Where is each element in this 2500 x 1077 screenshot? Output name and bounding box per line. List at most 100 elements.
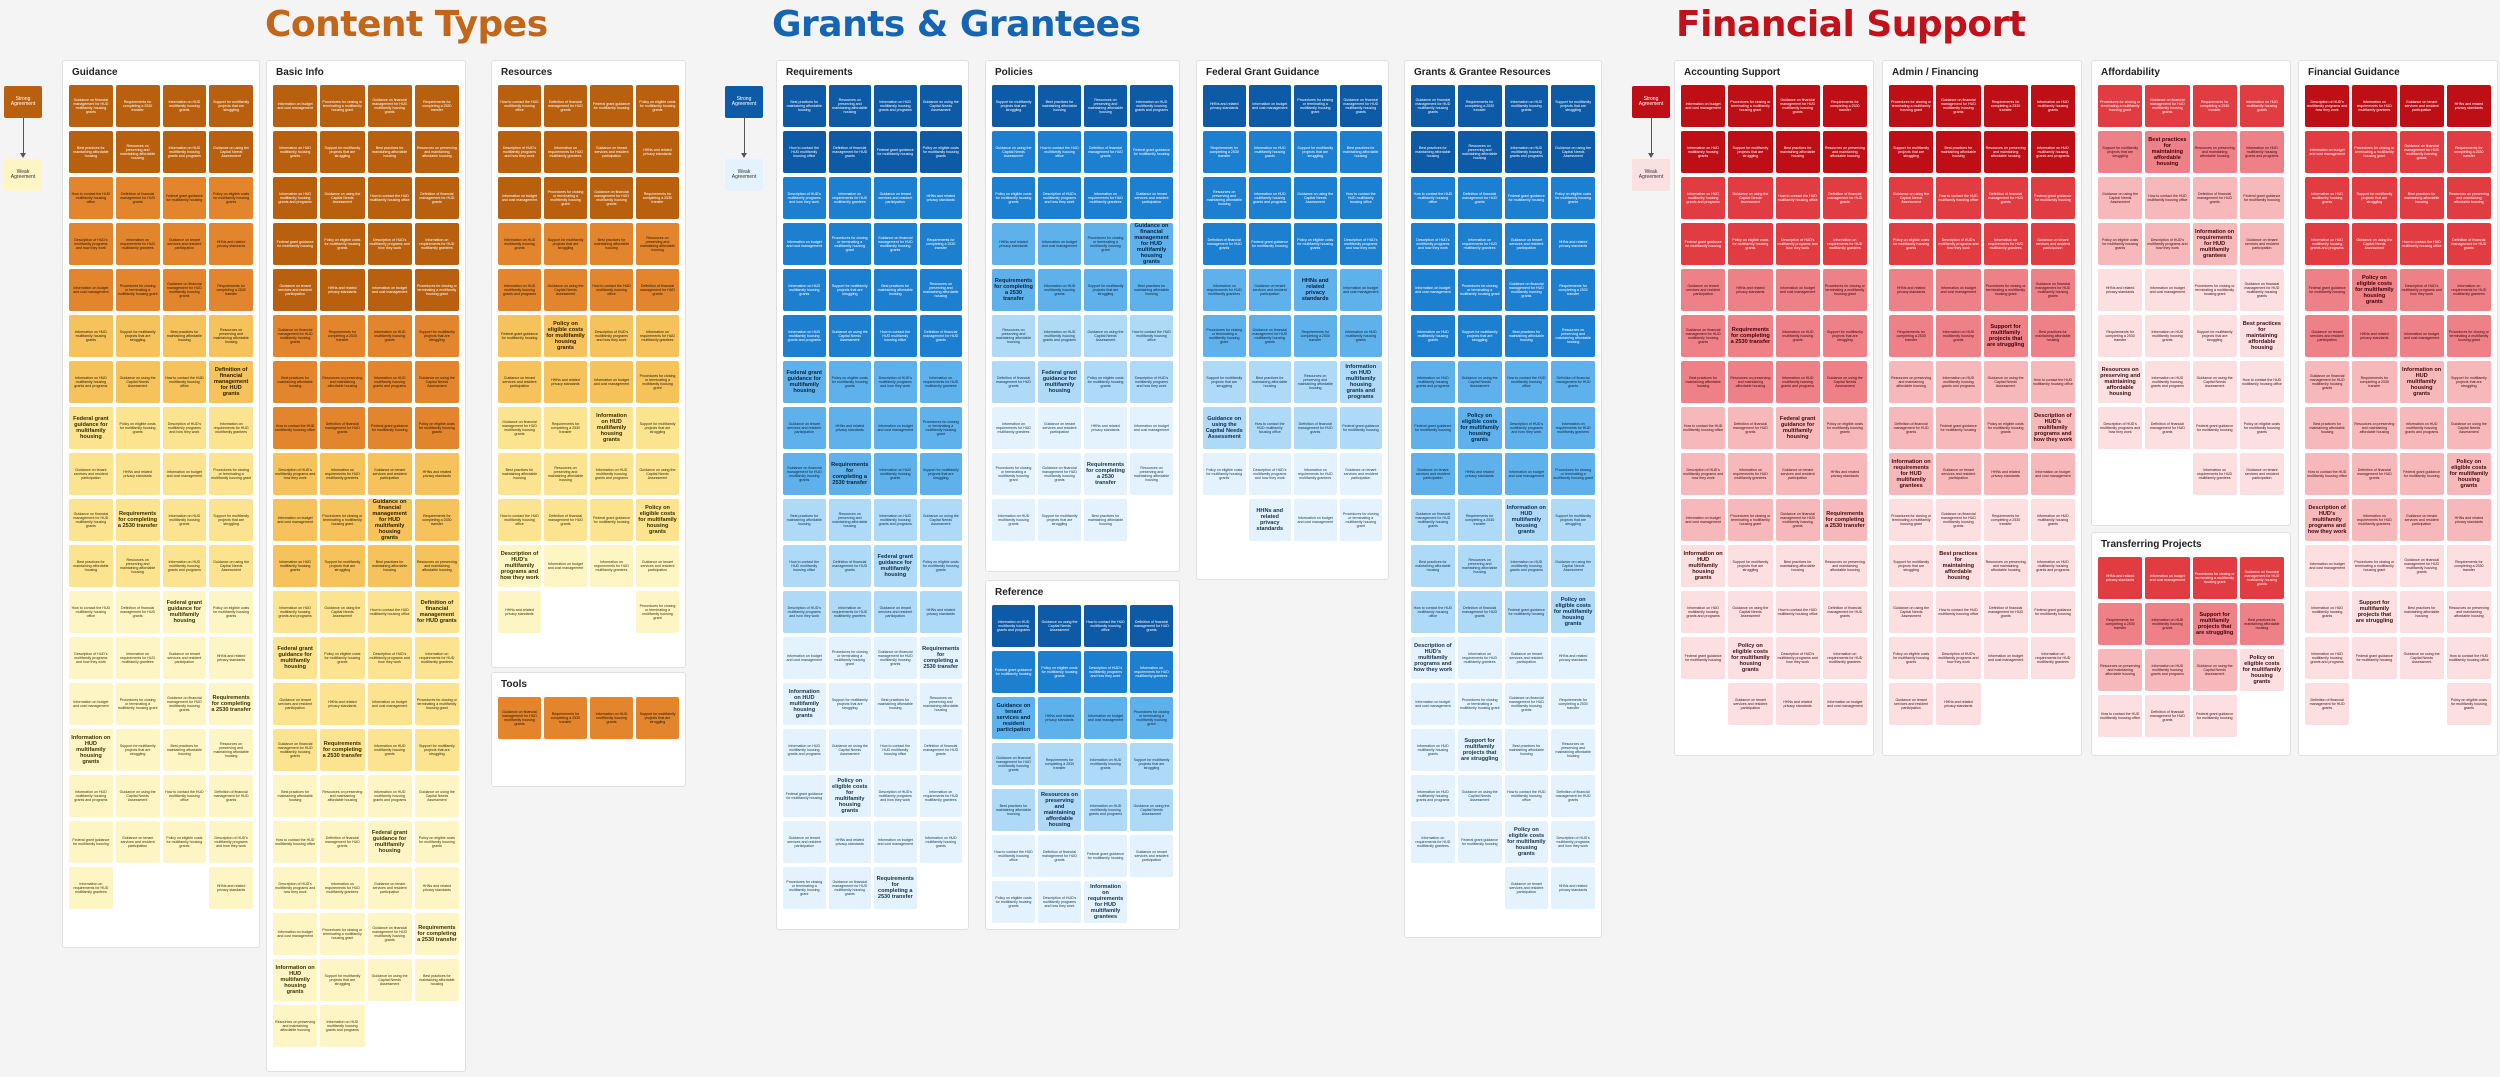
sticky-note: Guidance on tenant services and resident…	[1775, 453, 1820, 495]
sticky-note: Federal grant guidance for multifamily h…	[69, 407, 113, 449]
sticky-note: Guidance on using the Capital Needs Asse…	[919, 499, 962, 541]
sticky-note: HHNs and related privacy standards	[1457, 453, 1502, 495]
cluster-title: Financial Guidance	[2308, 67, 2400, 78]
sticky-note: Requirements for completing a 2530 trans…	[1983, 85, 2028, 127]
sticky-note: Federal grant guidance for multifamily h…	[992, 651, 1035, 693]
sticky-note: HHNs and related privacy standards	[919, 177, 962, 219]
cluster-title: Requirements	[786, 67, 853, 78]
sticky-note: Requirements for completing a 2530 trans…	[2098, 315, 2143, 357]
sticky-grid: HHNs and related privacy standards Requir…	[2098, 557, 2284, 737]
sticky-note: Guidance on using the Capital Needs Asse…	[1084, 315, 1127, 357]
sticky-note: Guidance on using the Capital Needs Asse…	[414, 361, 459, 403]
sticky-note: Information on HUD multifamily housing g…	[2239, 85, 2284, 127]
sticky-note: Guidance on financial management for HUD…	[367, 499, 412, 541]
sticky-note: Definition of financial management for H…	[992, 361, 1035, 403]
sticky-note: Information on HUD multifamily housing g…	[1681, 177, 1726, 219]
sticky-note: Federal grant guidance for multifamily h…	[1936, 407, 1981, 449]
sticky-note: Information on budget and cost managemen…	[273, 85, 318, 127]
sticky-note: Best practices for maintaining affordabl…	[1775, 131, 1820, 173]
sticky-note: HHNs and related privacy standards	[1294, 269, 1337, 311]
sticky-note: Federal grant guidance for multifamily h…	[1457, 821, 1502, 863]
sticky-note: Best practices for maintaining affordabl…	[162, 315, 207, 357]
sticky-note: Resources on preserving and maintaining …	[1983, 545, 2028, 587]
sticky-note: How to contact the HUD multifamily housi…	[2239, 361, 2284, 403]
sticky-note: Definition of financial management for H…	[1203, 223, 1246, 265]
sticky-note: Procedures for closing or terminating a …	[636, 361, 679, 403]
sticky-note: Policy on eligible costs for multifamily…	[2352, 269, 2397, 311]
sticky-note: Support for multifamily projects that ar…	[828, 269, 871, 311]
strong-agreement-sticky: Strong Agreement	[725, 86, 763, 118]
sticky-note: Support for multifamily projects that ar…	[1889, 131, 1934, 173]
sticky-note: Support for multifamily projects that ar…	[636, 697, 679, 739]
sticky-note: Support for multifamily projects that ar…	[828, 683, 871, 725]
sticky-note: Information on requirements for HUD mult…	[1983, 223, 2028, 265]
sticky-note: Procedures for closing or terminating a …	[1728, 499, 1773, 541]
sticky-grid: Information on budget and cost managemen…	[273, 85, 459, 1047]
sticky-note: Definition of financial management for H…	[636, 269, 679, 311]
sticky-note: Guidance on using the Capital Needs Asse…	[1294, 177, 1337, 219]
sticky-column: How to contact the HUD multifamily housi…	[498, 85, 541, 633]
sticky-note: Support for multifamily projects that ar…	[992, 85, 1035, 127]
sticky-note: Procedures for closing or terminating a …	[414, 269, 459, 311]
sticky-note: Requirements for completing a 2530 trans…	[320, 315, 365, 357]
sticky-note: Definition of financial management for H…	[1822, 177, 1867, 219]
sticky-note: Information on HUD multifamily housing g…	[2030, 85, 2075, 127]
sticky-note: Federal grant guidance for multifamily h…	[590, 85, 633, 127]
sticky-note: Resources on preserving and maintaining …	[544, 453, 587, 495]
sticky-note: Guidance on tenant services and resident…	[2030, 223, 2075, 265]
sticky-note: Best practices for maintaining affordabl…	[69, 545, 113, 587]
sticky-note: Support for multifamily projects that ar…	[1457, 729, 1502, 771]
sticky-note: Information on budget and cost managemen…	[1248, 85, 1291, 127]
sticky-note: Information on HUD multifamily housing g…	[2030, 131, 2075, 173]
sticky-note: Support for multifamily projects that ar…	[414, 315, 459, 357]
sticky-note: HHNs and related privacy standards	[209, 867, 253, 909]
sticky-note: Resources on preserving and maintaining …	[919, 269, 962, 311]
sticky-note: Guidance on tenant services and resident…	[874, 591, 917, 633]
sticky-column: Procedures for closing or terminating a …	[2098, 85, 2143, 495]
sticky-column: Best practices for maintaining affordabl…	[1038, 85, 1081, 541]
sticky-grid: How to contact the HUD multifamily housi…	[498, 85, 679, 633]
sticky-note: Guidance on using the Capital Needs Asse…	[1983, 361, 2028, 403]
sticky-note: Information on requirements for HUD mult…	[414, 637, 459, 679]
sticky-note: Description of HUD's multifamily program…	[1936, 223, 1981, 265]
sticky-note: Information on requirements for HUD mult…	[1889, 453, 1934, 495]
cluster-title: Grants & Grantee Resources	[1414, 67, 1551, 78]
cluster-title: Resources	[501, 67, 553, 78]
sticky-note: How to contact the HUD multifamily housi…	[1411, 591, 1455, 633]
sticky-note: Information on HUD multifamily housing g…	[919, 821, 962, 863]
sticky-note: HHNs and related privacy standards	[1551, 223, 1595, 265]
sticky-note: Best practices for maintaining affordabl…	[2399, 591, 2444, 633]
sticky-note: Best practices for maintaining affordabl…	[1775, 545, 1820, 587]
content-types-title: Content Types	[265, 4, 548, 45]
sticky-note: Guidance on tenant services and resident…	[273, 269, 318, 311]
sticky-note: Information on requirements for HUD mult…	[115, 223, 160, 265]
sticky-note: Information on budget and cost managemen…	[2305, 131, 2350, 173]
sticky-column: Definition of financial management for H…	[544, 85, 587, 633]
weak-agreement-sticky: Weak Agreement	[1632, 159, 1670, 191]
sticky-note: Information on requirements for HUD mult…	[115, 637, 160, 679]
cluster-panel: Requirements Best practices for maintaini…	[776, 60, 969, 930]
sticky-note: HHNs and related privacy standards	[414, 453, 459, 495]
sticky-note: Description of HUD's multifamily program…	[498, 131, 541, 173]
sticky-note: Policy on eligible costs for multifamily…	[992, 177, 1035, 219]
cluster-title: Tools	[501, 679, 527, 690]
sticky-note: Guidance on financial management for HUD…	[1681, 315, 1726, 357]
sticky-note: Best practices for maintaining affordabl…	[367, 131, 412, 173]
cluster-title: Basic Info	[276, 67, 324, 78]
sticky-note: Procedures for closing or terminating a …	[2352, 545, 2397, 587]
sticky-note: Guidance on using the Capital Needs Asse…	[828, 315, 871, 357]
sticky-note: Resources on preserving and maintaining …	[1551, 315, 1595, 357]
sticky-note: Guidance on tenant services and resident…	[1130, 177, 1173, 219]
sticky-note: Procedures for closing or terminating a …	[1339, 499, 1382, 541]
sticky-note: How to contact the HUD multifamily housi…	[273, 407, 318, 449]
sticky-note: How to contact the HUD multifamily housi…	[1038, 131, 1081, 173]
sticky-note: Information on budget and cost managemen…	[783, 223, 826, 265]
sticky-note: Information on HUD multifamily housing g…	[2399, 407, 2444, 449]
sticky-note: HHNs and related privacy standards	[1728, 269, 1773, 311]
sticky-note: Resources on preserving and maintaining …	[1203, 177, 1246, 219]
sticky-note: HHNs and related privacy standards	[209, 223, 253, 265]
sticky-note: Guidance on using the Capital Needs Asse…	[636, 453, 679, 495]
sticky-note: Support for multifamily projects that ar…	[1084, 269, 1127, 311]
sticky-note: Resources on preserving and maintaining …	[414, 131, 459, 173]
sticky-note: Resources on preserving and maintaining …	[919, 683, 962, 725]
